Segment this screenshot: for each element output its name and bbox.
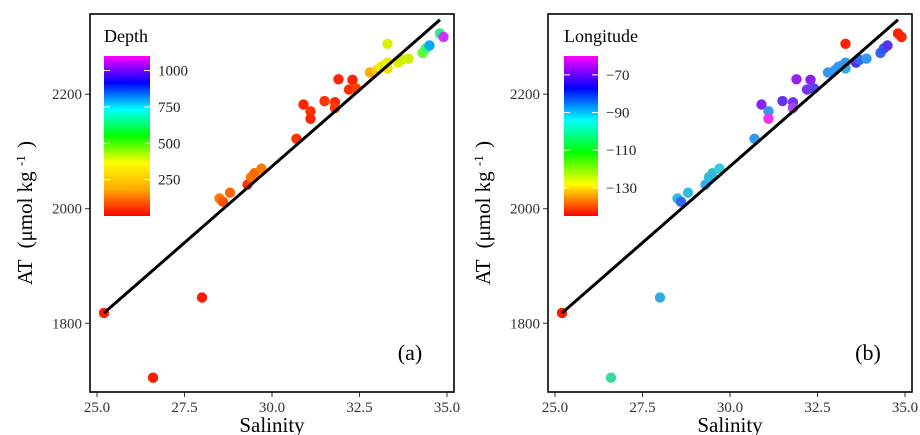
scatter-point bbox=[777, 95, 788, 107]
scatter-point bbox=[882, 40, 893, 51]
colorbar-tick-label: 750 bbox=[158, 100, 181, 116]
scatter-point bbox=[682, 187, 694, 198]
y-axis-title: AT (μmol kg -1 ) bbox=[13, 141, 38, 285]
scatter-point bbox=[403, 53, 414, 64]
plot-frame bbox=[547, 13, 913, 393]
x-tick-label: 27.5 bbox=[171, 400, 197, 416]
scatter-point bbox=[840, 38, 851, 49]
colorbar-tick-label: −130 bbox=[606, 181, 637, 197]
y-axis-title-close: ) bbox=[13, 141, 37, 148]
y-axis-title-main: AT bbox=[471, 259, 495, 285]
y-axis-title-unit: (μmol kg bbox=[471, 171, 495, 249]
scatter-point bbox=[256, 163, 267, 174]
x-axis-title: Salinity bbox=[239, 413, 305, 435]
scatter-points bbox=[98, 28, 449, 383]
x-axis-title: Salinity bbox=[697, 413, 763, 435]
colorbar-legend: Longitude −130 −110 −90 −70 bbox=[564, 26, 638, 216]
y-axis-ticks: 1800 2000 2200 bbox=[510, 87, 548, 332]
scatter-point bbox=[298, 99, 309, 110]
scatter-point bbox=[147, 372, 159, 383]
colorbar-tick-label: 1000 bbox=[158, 64, 188, 80]
colorbar-tick-label: 250 bbox=[158, 173, 181, 189]
scatter-point bbox=[224, 187, 236, 198]
y-axis-title-exponent: -1 bbox=[13, 155, 28, 166]
scatter-point bbox=[347, 74, 358, 86]
legend-title: Depth bbox=[104, 26, 148, 46]
scatter-point bbox=[382, 38, 393, 49]
colorbar-ticks: 250 500 750 1000 bbox=[104, 64, 188, 189]
x-tick-label: 35.0 bbox=[434, 400, 460, 416]
scatter-point bbox=[763, 113, 774, 125]
x-tick-label: 25.0 bbox=[84, 400, 110, 416]
colorbar-ticks: −130 −110 −90 −70 bbox=[564, 68, 637, 197]
scatter-point bbox=[840, 57, 851, 68]
y-axis-title-close: ) bbox=[471, 141, 495, 148]
x-tick-label: 30.0 bbox=[717, 400, 743, 416]
scatter-point bbox=[424, 40, 435, 51]
regression-line bbox=[561, 18, 899, 315]
scatter-point bbox=[791, 74, 802, 85]
y-tick-label: 2000 bbox=[52, 202, 82, 218]
colorbar-tick-label: −110 bbox=[606, 143, 636, 159]
colorbar bbox=[564, 56, 598, 216]
scatter-point bbox=[861, 53, 872, 64]
scatter-point bbox=[319, 95, 330, 107]
scatter-point bbox=[675, 196, 687, 208]
x-tick-label: 32.5 bbox=[346, 400, 372, 416]
scatter-point bbox=[605, 372, 617, 383]
y-tick-label: 2200 bbox=[52, 87, 82, 103]
scatter-point bbox=[217, 196, 229, 208]
x-axis-ticks: 25.0 27.5 30.0 32.5 35.0 bbox=[542, 392, 918, 416]
y-axis-title: AT (μmol kg -1 ) bbox=[471, 141, 496, 285]
y-axis-title-unit: (μmol kg bbox=[13, 171, 37, 249]
y-tick-label: 2000 bbox=[510, 202, 540, 218]
scatter-point bbox=[805, 74, 816, 86]
legend-title: Longitude bbox=[564, 26, 638, 46]
scatter-point bbox=[896, 31, 907, 43]
x-tick-label: 32.5 bbox=[804, 400, 830, 416]
x-tick-label: 25.0 bbox=[542, 400, 568, 416]
scatter-point bbox=[382, 57, 393, 68]
scatter-point bbox=[654, 292, 666, 303]
y-tick-label: 1800 bbox=[510, 316, 540, 332]
scatter-point bbox=[763, 106, 774, 117]
scatter-point bbox=[196, 292, 208, 303]
scatter-point bbox=[333, 74, 344, 85]
y-axis-title-main: AT bbox=[13, 259, 37, 285]
colorbar-tick-label: −70 bbox=[606, 68, 629, 84]
scatter-point bbox=[438, 31, 449, 43]
colorbar-tick-label: −90 bbox=[606, 105, 629, 121]
regression-line bbox=[103, 18, 441, 315]
panel-label: (a) bbox=[398, 340, 422, 365]
x-tick-label: 35.0 bbox=[892, 400, 918, 416]
scatter-point bbox=[714, 163, 725, 174]
panel-label: (b) bbox=[855, 340, 881, 365]
colorbar bbox=[104, 56, 150, 216]
scatter-point bbox=[756, 99, 767, 110]
colorbar-tick-label: 500 bbox=[158, 136, 181, 152]
x-tick-label: 27.5 bbox=[629, 400, 655, 416]
panel-longitude: AT (μmol kg -1 ) 1800 2000 2200 25.0 27.5 30… bbox=[471, 13, 918, 435]
y-axis-title-exponent: -1 bbox=[471, 155, 486, 166]
x-axis-ticks: 25.0 27.5 30.0 32.5 35.0 bbox=[84, 392, 460, 416]
plot-frame bbox=[89, 13, 455, 393]
y-axis-ticks: 1800 2000 2200 bbox=[52, 87, 90, 332]
y-tick-label: 1800 bbox=[52, 316, 82, 332]
colorbar-legend: Depth 250 500 750 1000 bbox=[104, 26, 188, 216]
panel-depth: AT (μmol kg -1 ) 1800 2000 2200 25.0 27.5 30… bbox=[13, 13, 460, 435]
scatter-point bbox=[305, 106, 316, 117]
x-tick-label: 30.0 bbox=[259, 400, 285, 416]
y-tick-label: 2200 bbox=[510, 87, 540, 103]
scatter-point bbox=[305, 113, 316, 125]
